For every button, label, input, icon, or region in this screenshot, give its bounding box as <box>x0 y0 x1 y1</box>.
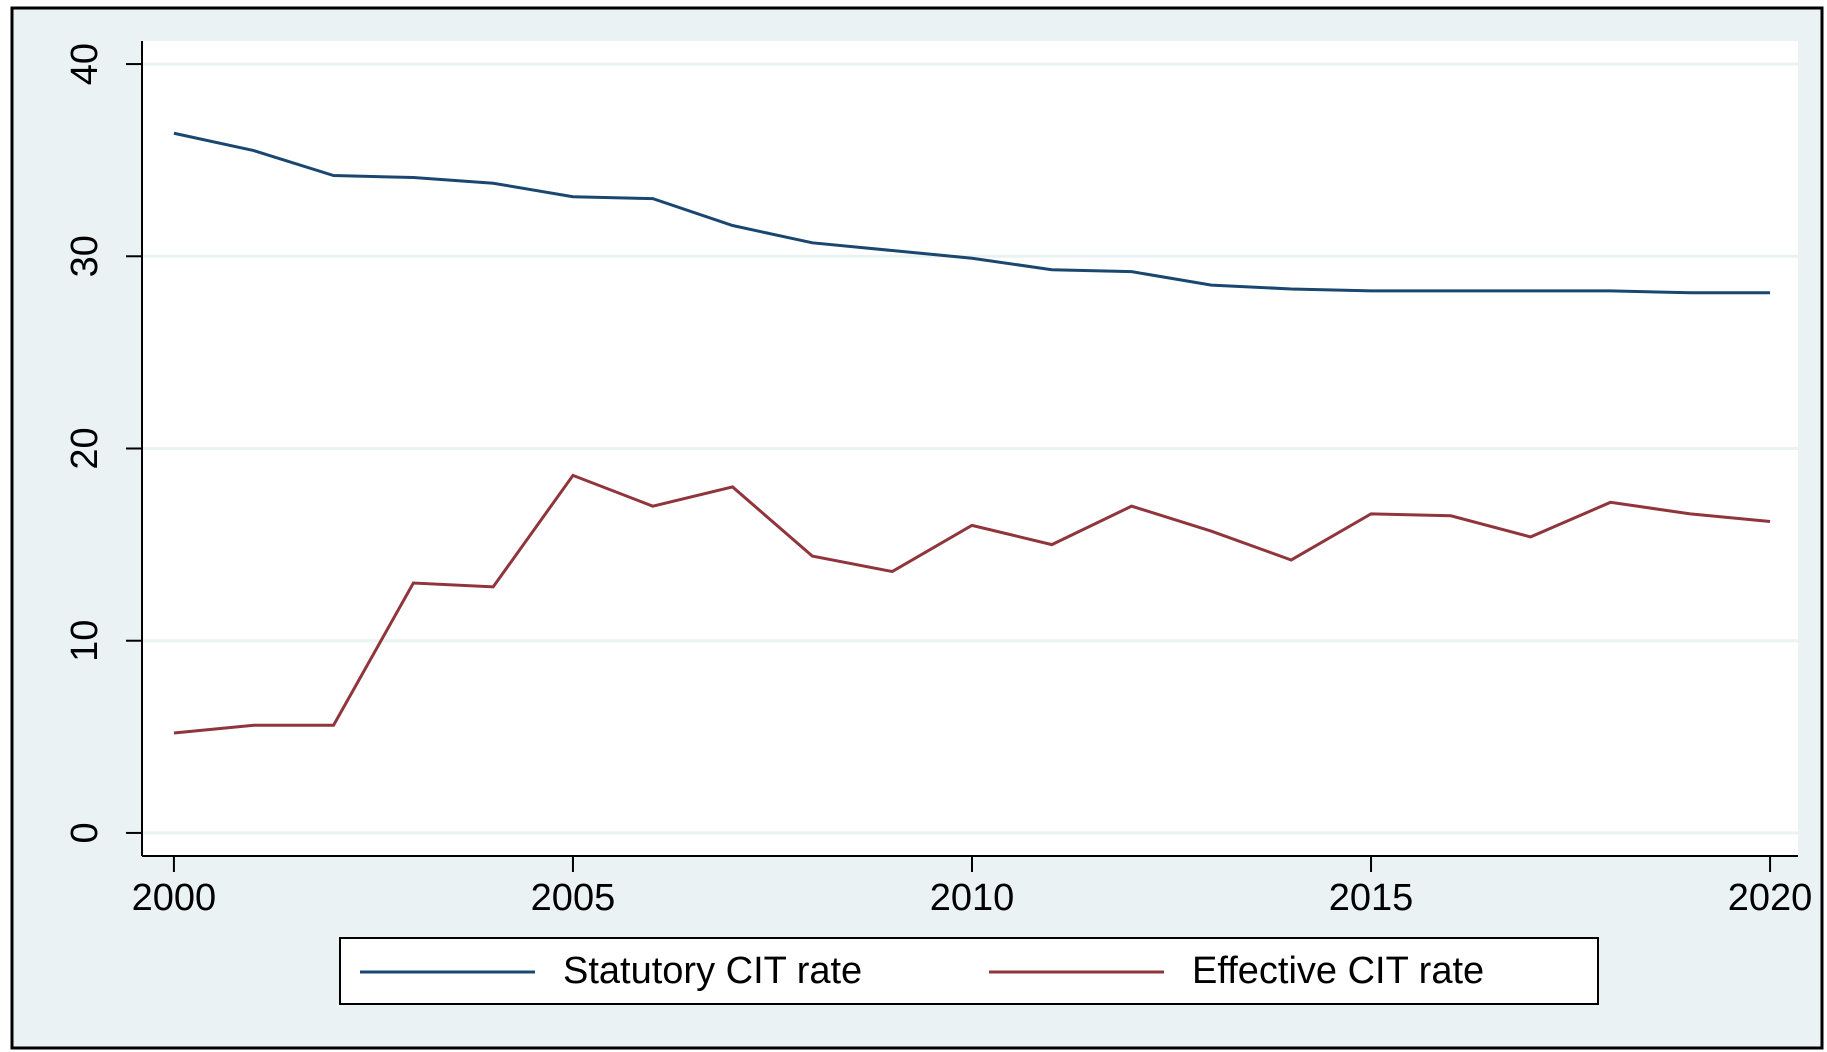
x-tick-label: 2000 <box>132 877 217 919</box>
y-tick-label: 40 <box>64 43 106 85</box>
x-tick-label: 2020 <box>1728 877 1813 919</box>
x-tick-label: 2010 <box>930 877 1015 919</box>
x-tick-label: 2005 <box>531 877 616 919</box>
y-tick-label: 20 <box>64 427 106 469</box>
y-tick-label: 0 <box>64 822 106 843</box>
legend-box <box>339 937 1599 1005</box>
y-tick-label: 30 <box>64 235 106 277</box>
legend-label: Effective CIT rate <box>1192 950 1484 992</box>
legend-label: Statutory CIT rate <box>563 950 862 992</box>
y-tick-label: 10 <box>64 620 106 662</box>
data-line <box>173 131 1771 295</box>
x-tick-label: 2015 <box>1329 877 1414 919</box>
data-line <box>173 473 1771 735</box>
